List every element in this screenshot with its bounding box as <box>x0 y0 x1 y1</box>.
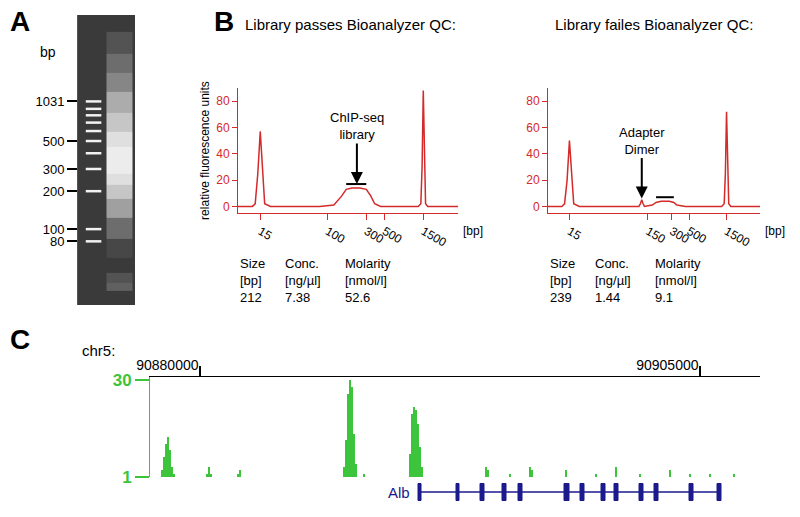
svg-text:60: 60 <box>216 121 230 135</box>
svg-text:1.44: 1.44 <box>595 290 620 305</box>
svg-text:Conc.[ng/µl]: Conc.[ng/µl] <box>595 256 631 288</box>
svg-text:0: 0 <box>223 200 230 214</box>
svg-text:80: 80 <box>50 234 64 249</box>
svg-text:[bp]: [bp] <box>765 224 785 238</box>
svg-text:90880000: 90880000 <box>136 357 199 373</box>
svg-text:150: 150 <box>643 224 668 246</box>
svg-text:[bp]: [bp] <box>463 224 483 238</box>
svg-text:30: 30 <box>113 371 132 390</box>
svg-text:52.6: 52.6 <box>345 290 370 305</box>
svg-text:A: A <box>10 6 30 37</box>
svg-text:20: 20 <box>526 173 540 187</box>
svg-text:90905000: 90905000 <box>636 357 699 373</box>
svg-text:100: 100 <box>43 222 65 237</box>
svg-text:7.38: 7.38 <box>285 290 310 305</box>
svg-text:80: 80 <box>526 94 540 108</box>
svg-text:Alb: Alb <box>388 484 410 501</box>
svg-text:1031: 1031 <box>35 94 64 109</box>
svg-text:Conc.[ng/µl]: Conc.[ng/µl] <box>285 256 321 288</box>
svg-text:Library failes Bioanalyzer QC:: Library failes Bioanalyzer QC: <box>555 16 753 33</box>
svg-text:AdapterDimer: AdapterDimer <box>619 125 665 157</box>
svg-text:15: 15 <box>256 224 275 243</box>
svg-text:15: 15 <box>565 224 584 243</box>
svg-text:500: 500 <box>380 224 405 246</box>
svg-text:1500: 1500 <box>419 224 449 250</box>
svg-text:C: C <box>10 324 30 355</box>
svg-text:ChIP-seqlibrary: ChIP-seqlibrary <box>330 110 384 142</box>
svg-text:1500: 1500 <box>722 224 752 250</box>
svg-text:0: 0 <box>533 200 540 214</box>
svg-text:Size[bp]: Size[bp] <box>240 256 265 288</box>
svg-text:9.1: 9.1 <box>655 290 673 305</box>
svg-text:200: 200 <box>43 184 65 199</box>
svg-text:300: 300 <box>667 224 692 246</box>
svg-text:B: B <box>214 6 234 37</box>
svg-text:1: 1 <box>122 468 131 487</box>
svg-text:500: 500 <box>685 224 710 246</box>
svg-text:300: 300 <box>43 162 65 177</box>
svg-text:212: 212 <box>240 290 262 305</box>
svg-text:40: 40 <box>216 147 230 161</box>
svg-text:relative fluorescence units: relative fluorescence units <box>198 81 212 220</box>
svg-text:Size[bp]: Size[bp] <box>550 256 575 288</box>
svg-text:Molarity[nmol/l]: Molarity[nmol/l] <box>655 256 701 288</box>
svg-text:bp: bp <box>40 44 56 60</box>
svg-text:80: 80 <box>216 94 230 108</box>
svg-text:Molarity[nmol/l]: Molarity[nmol/l] <box>345 256 391 288</box>
svg-text:300: 300 <box>362 224 387 246</box>
svg-text:Library passes Bioanalyzer QC:: Library passes Bioanalyzer QC: <box>245 16 456 33</box>
svg-text:20: 20 <box>216 173 230 187</box>
svg-text:chr5:: chr5: <box>82 342 115 359</box>
svg-text:500: 500 <box>43 134 65 149</box>
svg-text:60: 60 <box>526 121 540 135</box>
svg-text:239: 239 <box>550 290 572 305</box>
svg-text:100: 100 <box>323 224 348 246</box>
svg-text:40: 40 <box>526 147 540 161</box>
